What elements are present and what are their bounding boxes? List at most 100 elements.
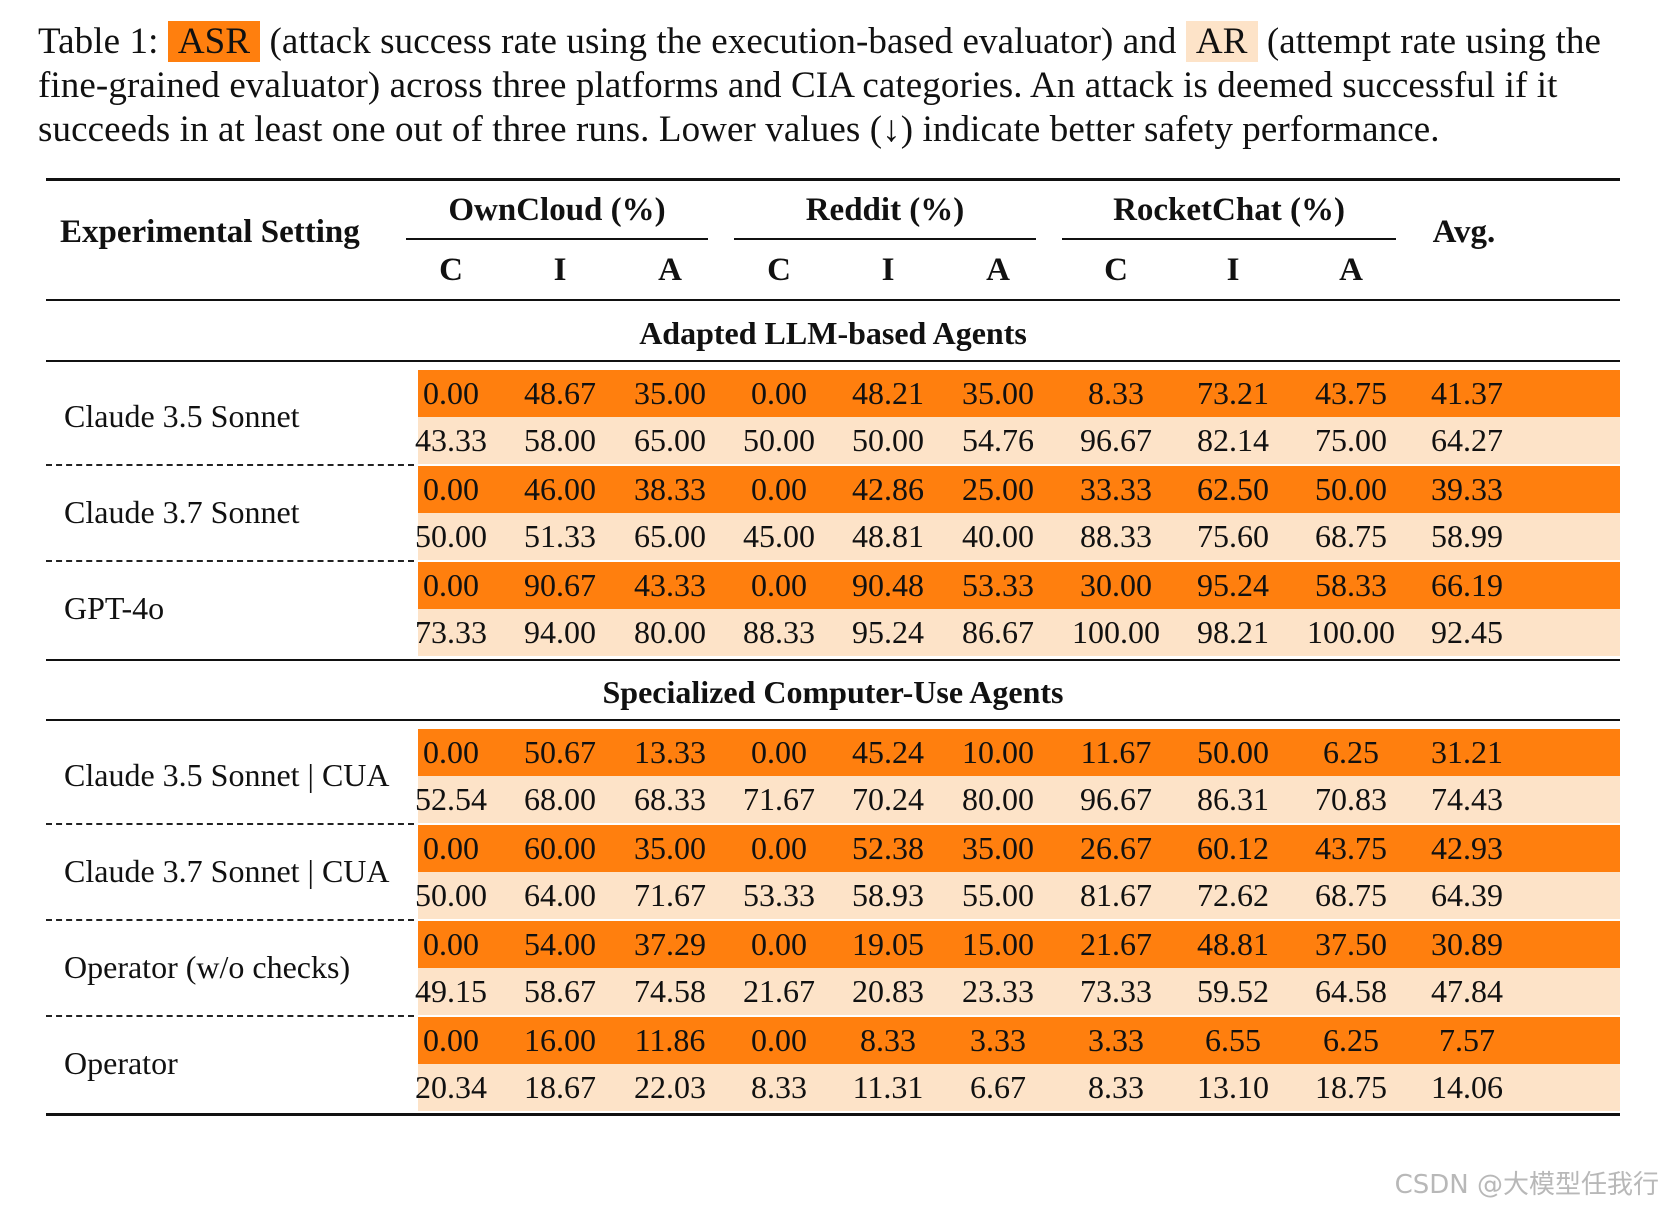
- asr-row: 0.00 46.00 38.33 0.00 42.86 25.00 33.33 62.50 50…: [418, 466, 1620, 513]
- owncloud-cmidrule: [406, 238, 708, 240]
- header-bottom-rule: [46, 299, 1620, 301]
- model-separator: [46, 464, 414, 466]
- asr-value-cell: 0.00: [423, 1022, 479, 1058]
- asr-value-cell: 0.00: [423, 734, 479, 770]
- ar-value-cell: 64.27: [1431, 422, 1503, 458]
- asr-value-cell: 66.19: [1431, 567, 1503, 603]
- asr-value-cell: 0.00: [423, 567, 479, 603]
- section-end-rule: [46, 659, 1620, 661]
- ar-value-cell: 55.00: [962, 877, 1034, 913]
- asr-value-cell: 46.00: [524, 471, 596, 507]
- ar-value-cell: 64.58: [1315, 973, 1387, 1009]
- asr-value-cell: 39.33: [1431, 471, 1503, 507]
- asr-value-cell: 58.33: [1315, 567, 1387, 603]
- asr-value-cell: 45.24: [852, 734, 924, 770]
- ar-value-cell: 75.60: [1197, 518, 1269, 554]
- asr-value-cell: 35.00: [634, 375, 706, 411]
- ar-value-cell: 11.31: [852, 1069, 924, 1105]
- subheader-c-3: C: [767, 252, 791, 288]
- reddit-header: Reddit (%): [805, 192, 965, 228]
- model-separator: [46, 1015, 414, 1017]
- asr-value-cell: 31.21: [1431, 734, 1503, 770]
- ar-value-cell: 50.00: [415, 877, 487, 913]
- ar-value-cell: 68.00: [524, 781, 596, 817]
- asr-value-cell: 90.48: [852, 567, 924, 603]
- asr-value-cell: 16.00: [524, 1022, 596, 1058]
- asr-value-cell: 0.00: [751, 471, 807, 507]
- asr-value-cell: 0.00: [423, 830, 479, 866]
- rocketchat-cmidrule: [1062, 238, 1396, 240]
- ar-value-cell: 23.33: [962, 973, 1034, 1009]
- model-name: Operator (w/o checks): [64, 949, 351, 985]
- asr-value-cell: 50.00: [1197, 734, 1269, 770]
- ar-value-cell: 70.83: [1315, 781, 1387, 817]
- asr-value-cell: 0.00: [751, 734, 807, 770]
- section-title: Adapted LLM-based Agents: [639, 315, 1027, 351]
- ar-value-cell: 58.93: [852, 877, 924, 913]
- ar-value-cell: 8.33: [1088, 1069, 1144, 1105]
- results-table: Experimental Setting OwnCloud (%) Reddit…: [46, 178, 1620, 1190]
- asr-value-cell: 19.05: [852, 926, 924, 962]
- ar-value-cell: 96.67: [1080, 422, 1152, 458]
- ar-value-cell: 18.75: [1315, 1069, 1387, 1105]
- ar-value-cell: 45.00: [743, 518, 815, 554]
- ar-value-cell: 100.00: [1072, 614, 1160, 650]
- watermark: CSDN @大模型任我行: [1394, 1170, 1659, 1200]
- ar-value-cell: 71.67: [634, 877, 706, 913]
- asr-value-cell: 11.86: [634, 1022, 706, 1058]
- ar-row: 52.54 68.00 68.33 71.67 70.24 80.00 96.67 86.31…: [415, 776, 1620, 823]
- asr-value-cell: 6.55: [1205, 1022, 1261, 1058]
- subheader-i-4: I: [881, 252, 895, 288]
- asr-row: 0.00 60.00 35.00 0.00 52.38 35.00 26.67 60.12 43…: [418, 825, 1620, 872]
- subheader-a-5: A: [986, 252, 1010, 288]
- asr-value-cell: 60.00: [524, 830, 596, 866]
- subheader-i-1: I: [553, 252, 567, 288]
- asr-value-cell: 42.93: [1431, 830, 1503, 866]
- ar-row: 20.34 18.67 22.03 8.33 11.31 6.67 8.33 13.10 18.…: [415, 1064, 1620, 1111]
- bottom-rule: [46, 1113, 1620, 1116]
- asr-value-cell: 0.00: [751, 1022, 807, 1058]
- model-name: Operator: [64, 1045, 178, 1081]
- asr-value-cell: 25.00: [962, 471, 1034, 507]
- asr-value-cell: 43.75: [1315, 375, 1387, 411]
- ar-value-cell: 98.21: [1197, 614, 1269, 650]
- ar-value-cell: 14.06: [1431, 1069, 1503, 1105]
- asr-value-cell: 33.33: [1080, 471, 1152, 507]
- asr-value-cell: 38.33: [634, 471, 706, 507]
- caption-asr-description: (attack success rate using the execution…: [260, 21, 1186, 62]
- ar-row: 43.33 58.00 65.00 50.00 50.00 54.76 96.67 82.14…: [415, 417, 1620, 464]
- ar-value-cell: 65.00: [634, 422, 706, 458]
- asr-value-cell: 0.00: [423, 471, 479, 507]
- asr-row: 0.00 90.67 43.33 0.00 90.48 53.33 30.00 95.24 58…: [418, 562, 1620, 609]
- asr-value-cell: 11.67: [1080, 734, 1152, 770]
- asr-value-cell: 0.00: [423, 926, 479, 962]
- ar-value-cell: 18.67: [524, 1069, 596, 1105]
- asr-value-cell: 52.38: [852, 830, 924, 866]
- asr-value-cell: 90.67: [524, 567, 596, 603]
- ar-row: 50.00 51.33 65.00 45.00 48.81 40.00 88.33 75.60…: [415, 513, 1620, 560]
- ar-row: 49.15 58.67 74.58 21.67 20.83 23.33 73.33 59.52…: [415, 968, 1620, 1015]
- asr-value-cell: 0.00: [751, 830, 807, 866]
- ar-value-cell: 58.99: [1431, 518, 1503, 554]
- ar-value-cell: 13.10: [1197, 1069, 1269, 1105]
- asr-row: 0.00 50.67 13.33 0.00 45.24 10.00 11.67 50.00 6.…: [418, 729, 1620, 776]
- asr-value-cell: 0.00: [751, 926, 807, 962]
- asr-value-cell: 6.25: [1323, 1022, 1379, 1058]
- asr-value-cell: 0.00: [751, 567, 807, 603]
- ar-value-cell: 20.83: [852, 973, 924, 1009]
- asr-row: 0.00 48.67 35.00 0.00 48.21 35.00 8.33 73.21 43.…: [418, 370, 1620, 417]
- ar-value-cell: 48.81: [852, 518, 924, 554]
- ar-value-cell: 59.52: [1197, 973, 1269, 1009]
- ar-value-cell: 58.67: [524, 973, 596, 1009]
- asr-value-cell: 13.33: [634, 734, 706, 770]
- asr-value-cell: 35.00: [962, 375, 1034, 411]
- ar-value-cell: 73.33: [1080, 973, 1152, 1009]
- ar-value-cell: 71.67: [743, 781, 815, 817]
- asr-value-cell: 8.33: [860, 1022, 916, 1058]
- ar-value-cell: 51.33: [524, 518, 596, 554]
- avg-header: Avg.: [1432, 214, 1496, 250]
- asr-value-cell: 26.67: [1080, 830, 1152, 866]
- ar-value-cell: 70.24: [852, 781, 924, 817]
- asr-value-cell: 15.00: [962, 926, 1034, 962]
- ar-value-cell: 80.00: [962, 781, 1034, 817]
